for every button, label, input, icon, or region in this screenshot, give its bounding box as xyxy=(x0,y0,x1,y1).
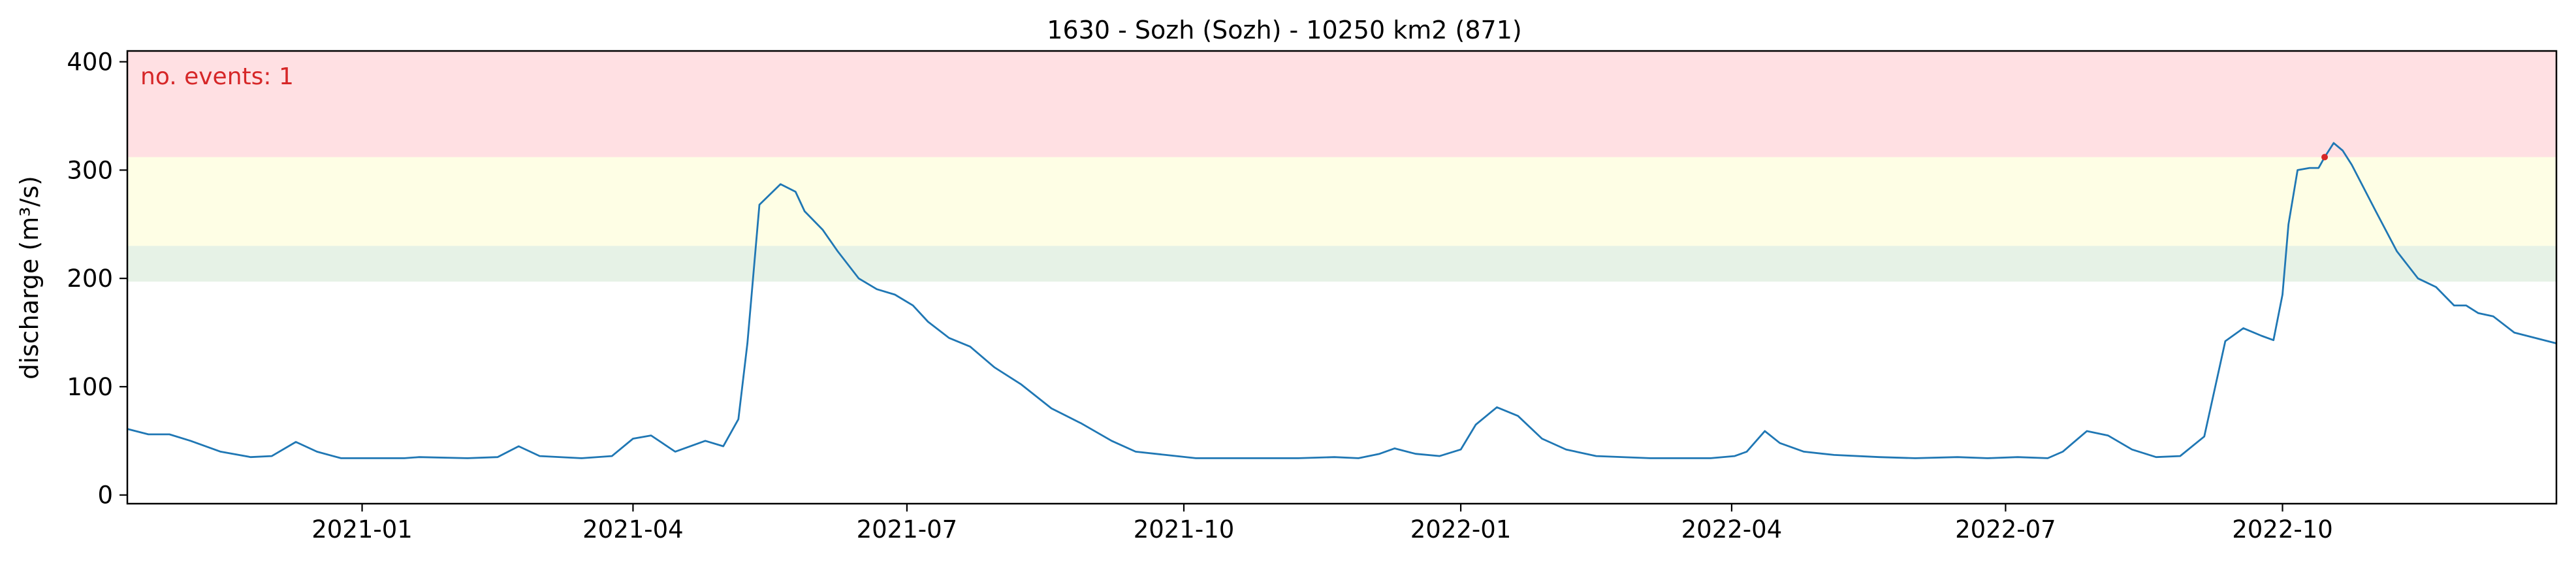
x-axis: 2021-01 2021-04 2021-07 2021-10 2022-01 2022-… xyxy=(311,504,2333,544)
series-layer xyxy=(127,142,2557,459)
chart-title: 1630 - Sozh (Sozh) - 10250 km2 (871) xyxy=(1047,16,1521,44)
x-tick-label: 2022-07 xyxy=(1955,515,2056,544)
x-tick-label: 2021-07 xyxy=(857,515,958,544)
x-tick-label: 2022-10 xyxy=(2232,515,2333,544)
threshold-band-1 xyxy=(127,51,2556,157)
threshold-band-2 xyxy=(127,157,2556,246)
y-tick-label: 200 xyxy=(67,265,113,293)
series-line-1 xyxy=(127,142,2557,459)
x-tick-label: 2021-01 xyxy=(311,515,413,544)
y-tick-label: 100 xyxy=(67,373,113,401)
x-tick-label: 2021-04 xyxy=(582,515,684,544)
y-tick-label: 300 xyxy=(67,156,113,184)
y-axis: 0 100 200 300 400 xyxy=(67,48,127,510)
plot-frame xyxy=(126,50,2558,505)
events-annotation: no. events: 1 xyxy=(140,63,294,90)
y-axis-title: discharge (m³/s) xyxy=(15,176,44,380)
event-marker-1 xyxy=(2321,154,2329,161)
x-tick-label: 2022-04 xyxy=(1681,515,1783,544)
y-tick-label: 400 xyxy=(67,48,113,76)
x-tick-label: 2021-10 xyxy=(1134,515,1235,544)
threshold-band-3 xyxy=(127,246,2556,282)
x-tick-label: 2022-01 xyxy=(1410,515,1512,544)
event-markers xyxy=(2321,154,2329,161)
y-tick-label: 0 xyxy=(97,481,113,510)
threshold-bands xyxy=(127,51,2556,282)
